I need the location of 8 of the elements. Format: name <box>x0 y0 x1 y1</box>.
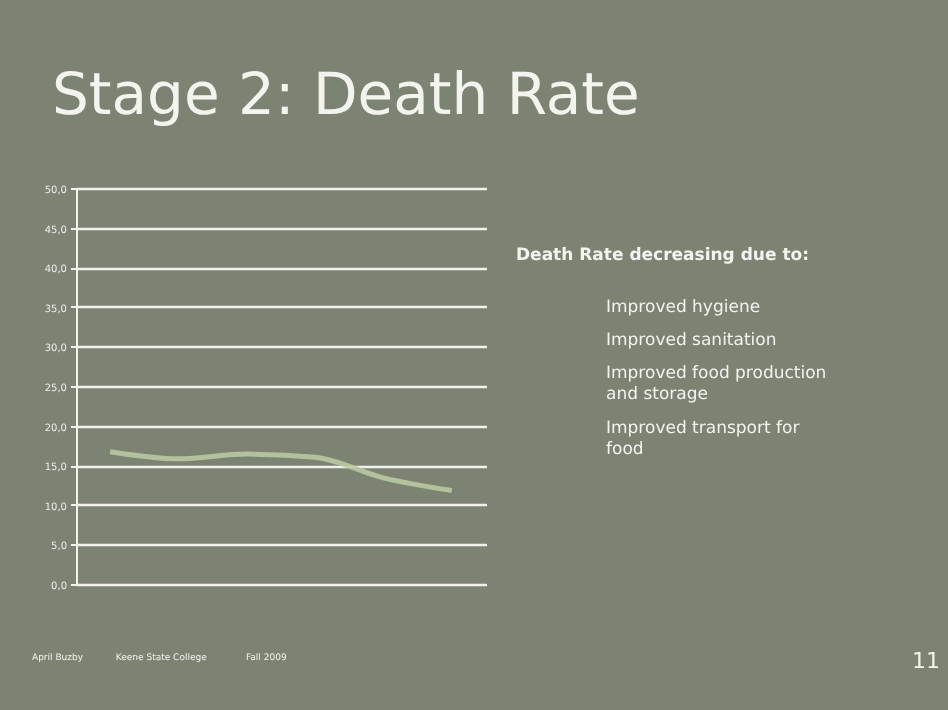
text: Improved food production and storage <box>606 364 827 405</box>
text: Improved hygiene <box>606 298 761 318</box>
text: 11 <box>912 648 940 674</box>
text: Improved sanitation <box>606 331 777 351</box>
text: Improved transport for food <box>606 419 801 460</box>
chart-title: Stage 2: Death Rate <box>52 60 640 128</box>
text: Death Rate decreasing due to: <box>516 246 810 266</box>
line-series <box>107 449 455 494</box>
